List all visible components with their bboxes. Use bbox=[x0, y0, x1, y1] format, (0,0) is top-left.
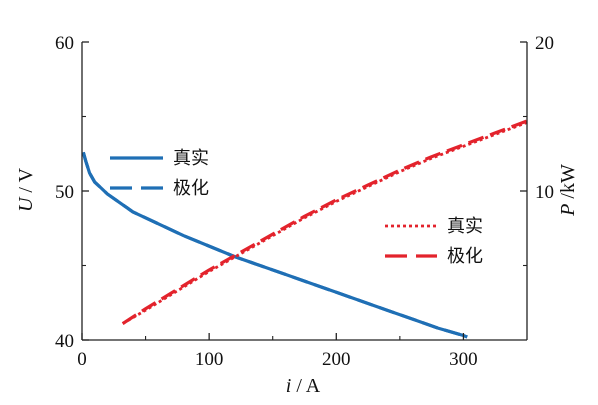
series-layer bbox=[81, 119, 528, 339]
series-line-voltage-dash bbox=[81, 151, 468, 339]
y-right-axis-var: P bbox=[557, 204, 579, 217]
axes-layer bbox=[81, 42, 528, 341]
series-line-power-dash bbox=[121, 119, 528, 325]
y-left-tick-label: 50 bbox=[55, 182, 74, 203]
x-axis-unit: / A bbox=[296, 375, 320, 397]
legend-power-real-label: 真实 bbox=[447, 216, 483, 237]
y-left-tick-label: 60 bbox=[55, 33, 74, 54]
x-axis-var: i bbox=[286, 375, 292, 397]
y-right-axis-unit: /kW bbox=[557, 164, 579, 199]
x-tick-label: 300 bbox=[449, 349, 478, 370]
y-left-tick-label: 40 bbox=[55, 331, 74, 352]
x-tick-label: 200 bbox=[322, 349, 351, 370]
legend-voltage-real-label: 真实 bbox=[173, 148, 209, 169]
y-left-axis-unit: / V bbox=[15, 167, 37, 192]
y-left-axis-title: U / V bbox=[15, 167, 37, 212]
ticks-layer: 0 100 200 300 40 50 60 10 20 bbox=[55, 33, 554, 370]
x-tick-label: 100 bbox=[195, 349, 224, 370]
series-line-voltage-solid bbox=[81, 151, 468, 339]
legend-voltage-polar-label: 极化 bbox=[173, 178, 209, 199]
legend-power-polar-label: 极化 bbox=[447, 246, 483, 267]
y-left-axis-var: U bbox=[15, 196, 37, 212]
y-right-axis-title: P /kW bbox=[557, 164, 579, 217]
x-axis-title: i / A bbox=[286, 375, 321, 397]
x-tick-label: 0 bbox=[77, 349, 87, 370]
y-right-tick-label: 10 bbox=[535, 182, 554, 203]
y-right-tick-label: 20 bbox=[535, 33, 554, 54]
